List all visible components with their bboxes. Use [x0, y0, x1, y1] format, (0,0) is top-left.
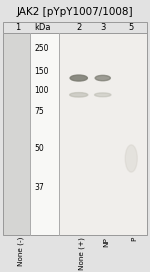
Text: None (-): None (-)	[17, 237, 24, 266]
Text: JAK2 [pYpY1007/1008]: JAK2 [pYpY1007/1008]	[17, 7, 133, 17]
Bar	[59, 33, 147, 235]
Text: 75: 75	[34, 107, 44, 116]
Text: kDa: kDa	[34, 23, 51, 32]
Ellipse shape	[70, 92, 88, 97]
Text: 1: 1	[15, 23, 20, 32]
Text: 5: 5	[129, 23, 134, 32]
Text: 150: 150	[34, 67, 49, 76]
Text: None (+): None (+)	[79, 237, 85, 270]
Text: 2: 2	[76, 23, 81, 32]
Text: 3: 3	[100, 23, 105, 32]
Ellipse shape	[94, 93, 111, 97]
Text: 37: 37	[34, 183, 44, 192]
Bar	[3, 22, 147, 33]
Text: P: P	[131, 237, 137, 241]
Bar	[3, 33, 30, 235]
Text: NP: NP	[103, 237, 109, 246]
Ellipse shape	[125, 145, 137, 172]
Bar	[3, 33, 147, 235]
Bar	[30, 33, 59, 235]
Text: 50: 50	[34, 144, 44, 153]
Text: 100: 100	[34, 86, 49, 95]
Ellipse shape	[70, 75, 87, 81]
Ellipse shape	[95, 75, 110, 81]
Text: 250: 250	[34, 44, 49, 53]
